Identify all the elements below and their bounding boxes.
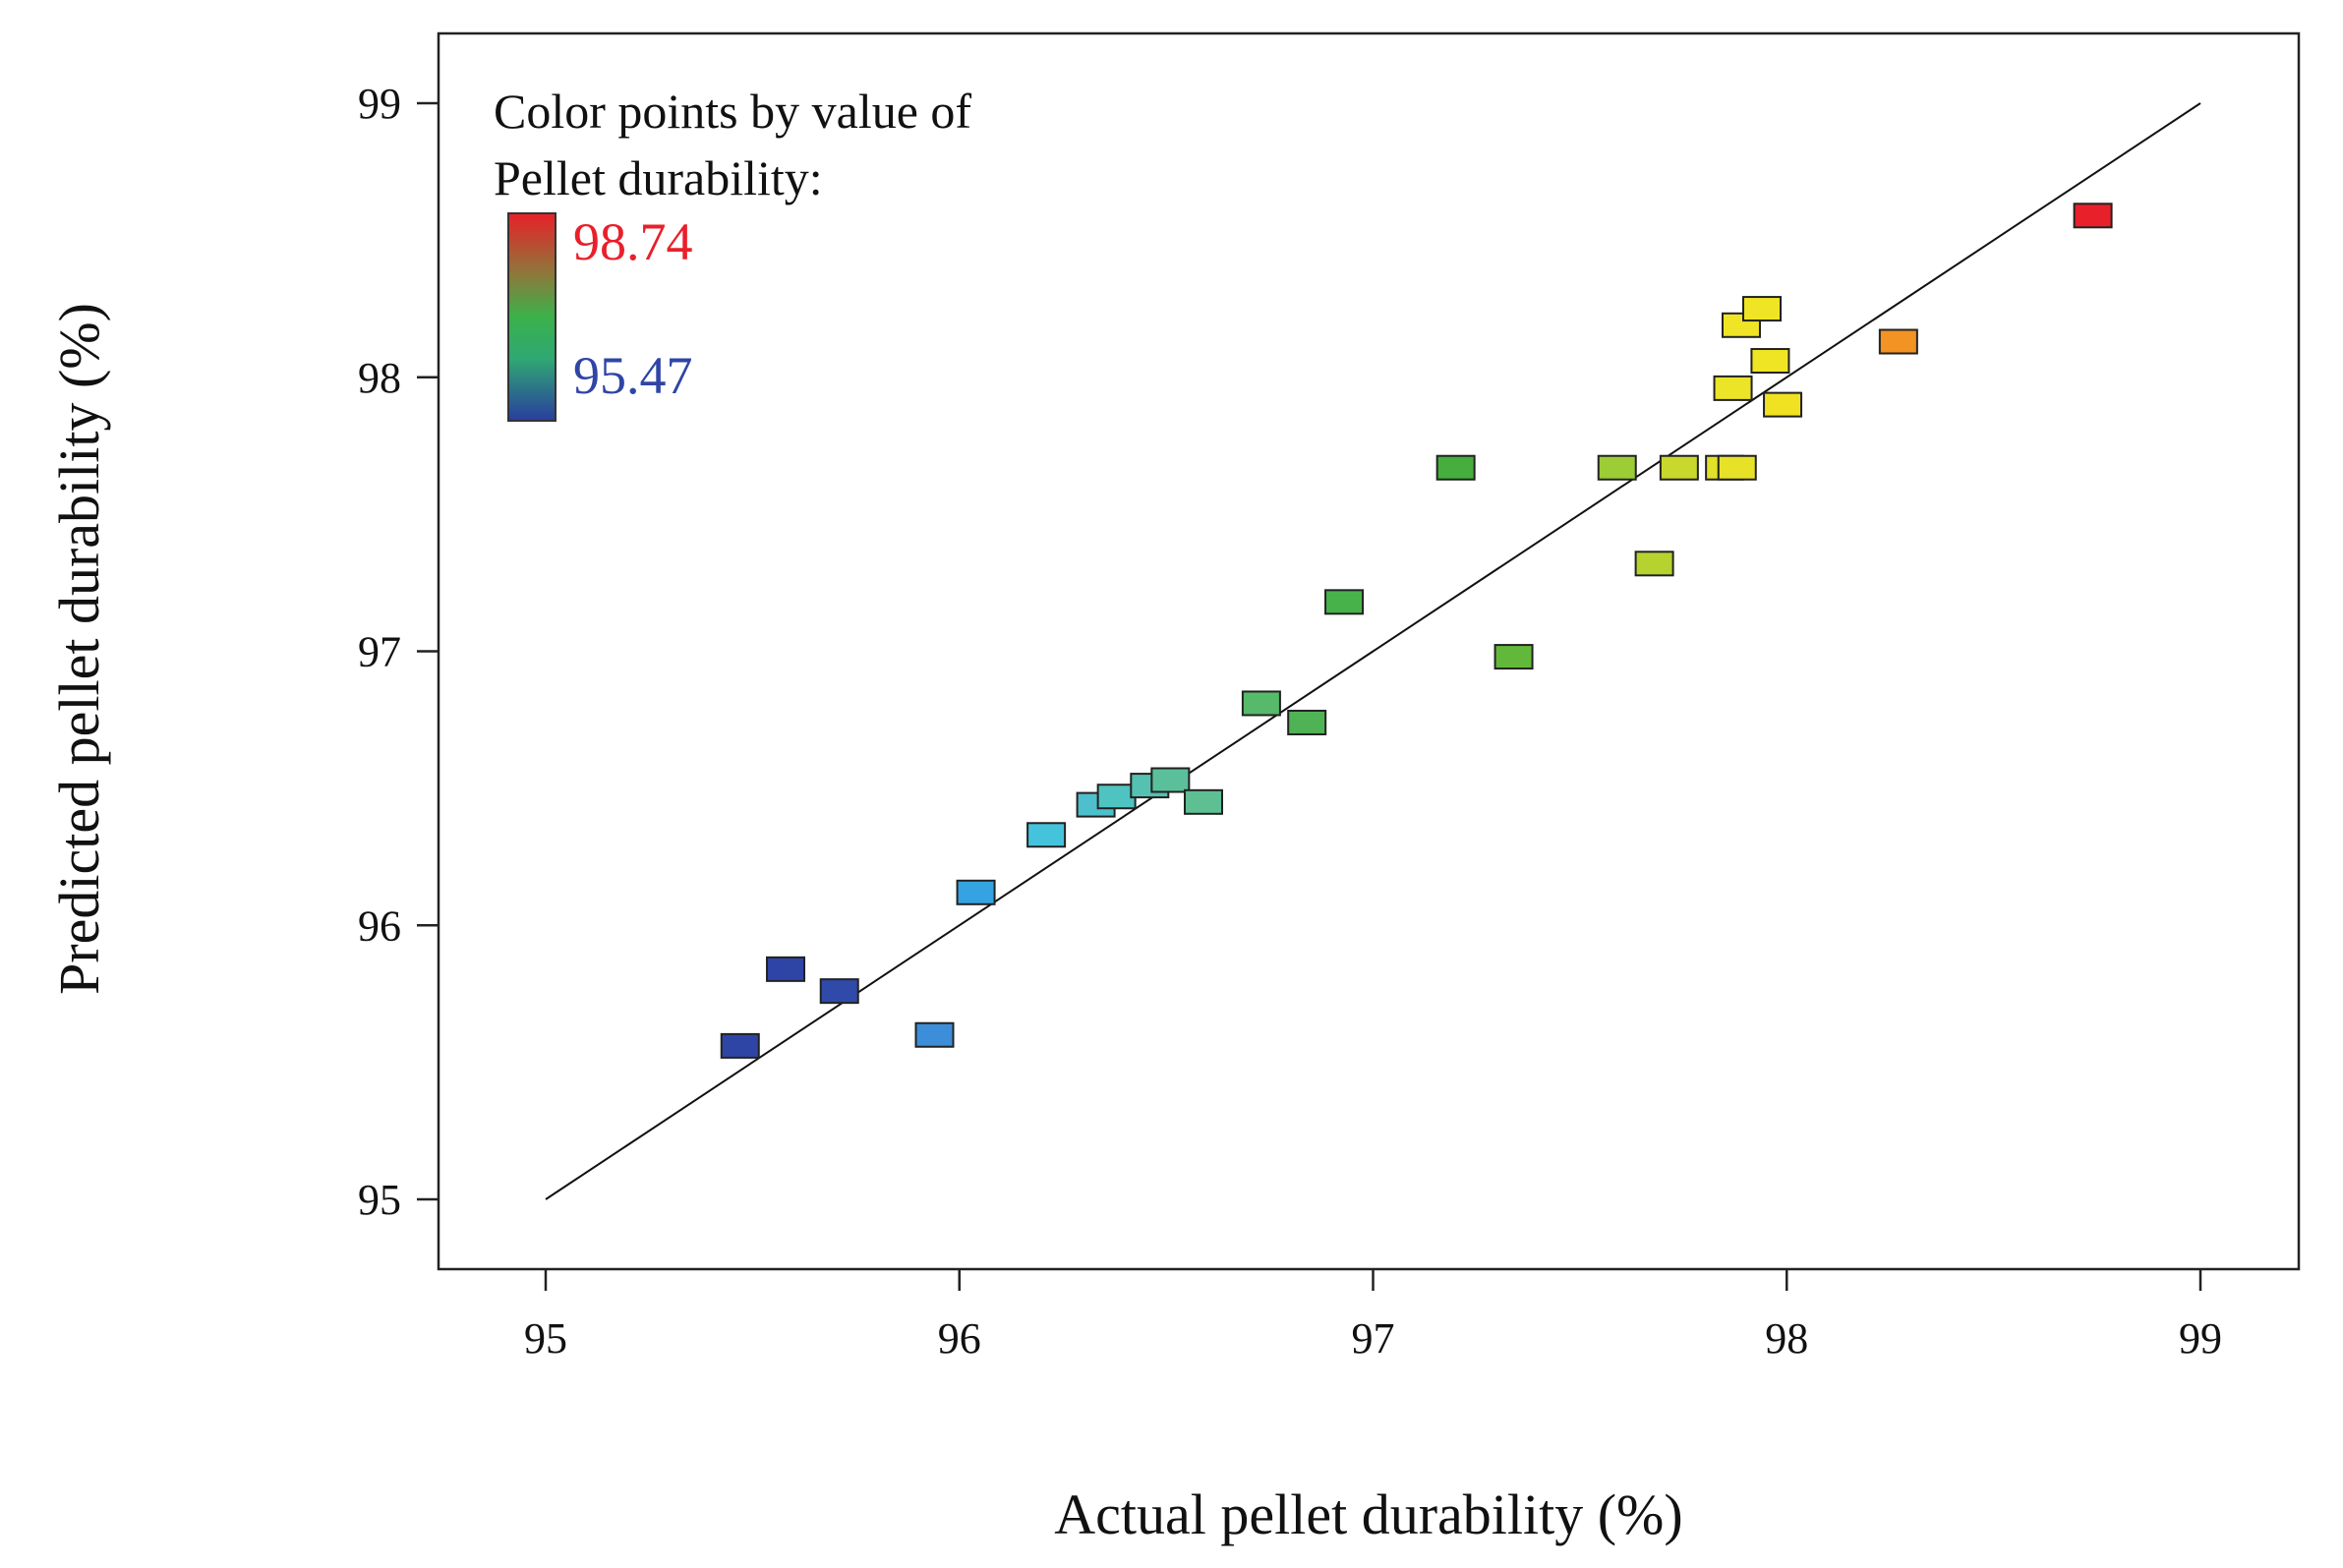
data-point bbox=[1763, 391, 1803, 418]
x-tick-label: 97 bbox=[1352, 1314, 1395, 1363]
x-tick-label: 98 bbox=[1765, 1314, 1808, 1363]
x-axis-title: Actual pellet durability (%) bbox=[1054, 1482, 1682, 1546]
legend-min-label: 95.47 bbox=[573, 346, 693, 405]
y-axis: 95 96 97 98 99 bbox=[358, 80, 439, 1224]
data-point bbox=[2073, 203, 2113, 229]
data-point bbox=[1634, 551, 1674, 577]
data-point bbox=[1096, 784, 1137, 810]
x-tick-label: 95 bbox=[524, 1314, 567, 1363]
data-point bbox=[1324, 589, 1365, 615]
data-point bbox=[1717, 454, 1757, 481]
data-point bbox=[1026, 822, 1067, 848]
color-legend: Color points by value of Pellet durabili… bbox=[494, 84, 971, 422]
x-tick-label: 99 bbox=[2179, 1314, 2222, 1363]
legend-color-bar bbox=[507, 212, 556, 422]
data-point bbox=[766, 956, 806, 982]
data-point bbox=[720, 1032, 760, 1059]
data-point bbox=[819, 978, 859, 1005]
y-tick-label: 98 bbox=[358, 354, 401, 402]
y-axis-title: Predicted pellet durability (%) bbox=[47, 303, 111, 995]
legend-max-label: 98.74 bbox=[573, 212, 693, 271]
legend-title-line1: Color points by value of bbox=[494, 84, 971, 139]
data-point bbox=[1241, 690, 1281, 717]
data-point bbox=[1878, 328, 1918, 355]
x-axis: 95 96 97 98 99 bbox=[524, 1269, 2222, 1363]
data-point bbox=[1494, 644, 1534, 670]
y-tick-label: 99 bbox=[358, 80, 401, 128]
reference-line bbox=[545, 102, 2201, 1200]
data-point bbox=[1713, 375, 1753, 401]
plot-frame bbox=[437, 31, 2301, 1271]
data-point bbox=[1435, 454, 1476, 481]
data-point bbox=[1742, 296, 1783, 322]
legend-title-line2: Pellet durability: bbox=[494, 150, 823, 205]
y-tick-label: 97 bbox=[358, 628, 401, 676]
data-points bbox=[720, 203, 2113, 1059]
x-tick-label: 96 bbox=[938, 1314, 981, 1363]
y-tick-label: 96 bbox=[358, 901, 401, 950]
data-point bbox=[1150, 767, 1191, 793]
data-point bbox=[956, 879, 996, 905]
data-point bbox=[1597, 454, 1637, 481]
y-tick-label: 95 bbox=[358, 1176, 401, 1224]
data-point bbox=[1750, 348, 1790, 375]
data-point bbox=[1287, 709, 1327, 735]
data-point bbox=[1183, 788, 1223, 815]
data-point bbox=[1659, 454, 1699, 481]
data-point bbox=[914, 1021, 955, 1048]
